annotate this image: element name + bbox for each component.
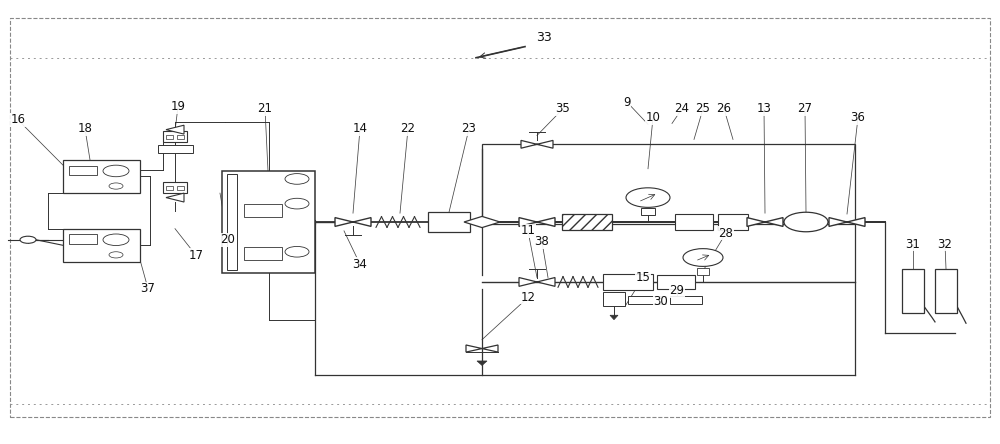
Polygon shape (466, 345, 498, 352)
Text: 27: 27 (798, 102, 812, 115)
Circle shape (626, 188, 670, 207)
Text: 38: 38 (535, 235, 549, 249)
Text: 17: 17 (188, 249, 204, 262)
Circle shape (109, 252, 123, 258)
Text: 31: 31 (906, 238, 920, 251)
Text: 20: 20 (221, 233, 235, 246)
Polygon shape (335, 218, 371, 226)
Bar (675, 214, 713, 230)
Bar (244, 247, 282, 260)
Bar (158, 145, 193, 153)
Text: 25: 25 (696, 102, 710, 115)
Circle shape (285, 198, 309, 209)
Bar (63, 229, 140, 262)
Text: 9: 9 (623, 95, 631, 109)
Polygon shape (166, 125, 184, 134)
Bar (657, 275, 695, 289)
Circle shape (285, 246, 309, 257)
Bar (163, 131, 187, 142)
Bar (222, 171, 315, 273)
Text: 14: 14 (352, 122, 368, 135)
Bar (603, 274, 653, 290)
Bar (697, 268, 709, 275)
Text: 18: 18 (78, 122, 92, 135)
Bar (166, 135, 173, 139)
Bar (428, 212, 470, 232)
Bar (718, 214, 748, 230)
Bar (482, 144, 855, 224)
Text: 22: 22 (400, 122, 416, 135)
Text: 30: 30 (654, 295, 668, 309)
Circle shape (285, 174, 309, 184)
Bar (177, 186, 184, 190)
Polygon shape (477, 361, 487, 365)
Text: 34: 34 (353, 258, 367, 271)
Polygon shape (464, 216, 500, 228)
Bar (166, 186, 173, 190)
Bar (63, 160, 140, 193)
Text: 26: 26 (716, 102, 732, 115)
Bar (177, 135, 184, 139)
Polygon shape (166, 193, 184, 202)
Bar (935, 269, 957, 313)
Circle shape (109, 183, 123, 189)
Bar (562, 214, 612, 230)
Polygon shape (519, 218, 555, 226)
Circle shape (784, 212, 828, 232)
Bar (69, 234, 97, 244)
Circle shape (103, 165, 129, 177)
Text: 21: 21 (258, 102, 272, 115)
Bar (628, 296, 666, 304)
Text: 29: 29 (670, 284, 684, 297)
Circle shape (20, 236, 36, 243)
Text: 15: 15 (636, 271, 650, 284)
Polygon shape (747, 218, 783, 226)
Text: 37: 37 (141, 282, 155, 295)
Text: 12: 12 (520, 291, 536, 304)
Text: 35: 35 (556, 102, 570, 115)
Text: 23: 23 (462, 122, 476, 135)
Polygon shape (829, 218, 865, 226)
Text: 10: 10 (646, 111, 660, 124)
Bar (902, 269, 924, 313)
Polygon shape (519, 278, 555, 286)
Bar (603, 292, 625, 306)
Circle shape (683, 249, 723, 266)
Bar (163, 182, 187, 193)
Bar (641, 208, 655, 215)
Text: 24: 24 (674, 102, 690, 115)
Bar (227, 174, 237, 270)
Bar (244, 204, 282, 217)
Text: 19: 19 (170, 100, 186, 113)
Circle shape (103, 234, 129, 246)
Bar (69, 166, 97, 175)
Bar (670, 296, 702, 304)
Text: 16: 16 (10, 113, 26, 127)
Polygon shape (521, 140, 553, 148)
Text: 32: 32 (938, 238, 952, 251)
Text: 13: 13 (757, 102, 771, 115)
Text: 11: 11 (520, 224, 536, 238)
Polygon shape (610, 315, 618, 320)
Text: 36: 36 (851, 111, 865, 124)
Text: 28: 28 (719, 226, 733, 240)
Text: 33: 33 (536, 31, 552, 44)
